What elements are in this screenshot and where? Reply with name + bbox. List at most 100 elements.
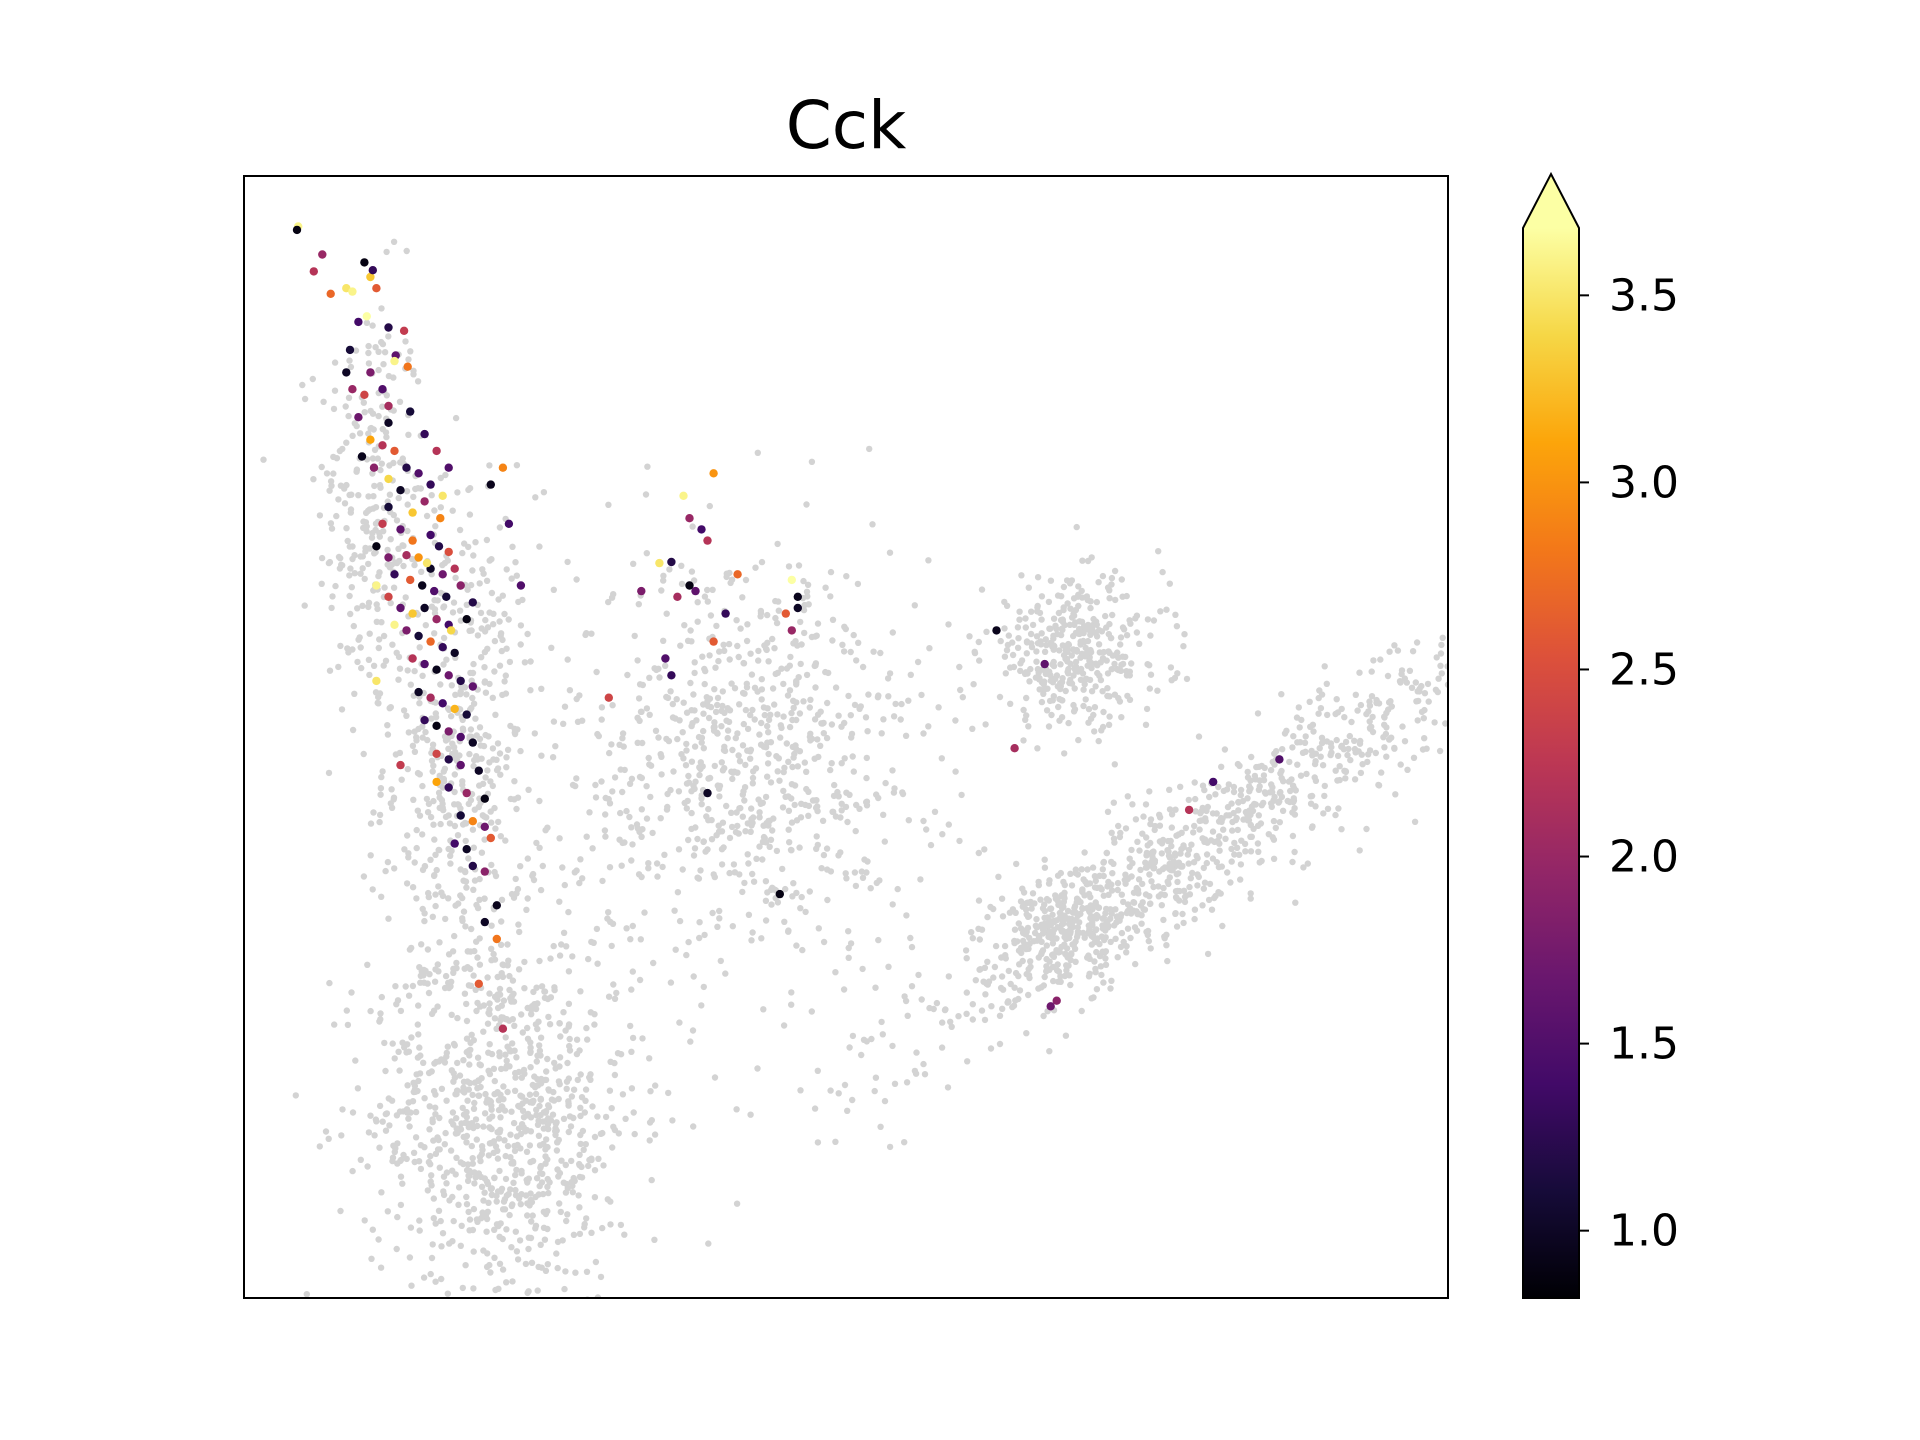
background-point bbox=[1002, 955, 1009, 962]
background-point bbox=[542, 1210, 550, 1218]
background-point bbox=[786, 839, 793, 846]
background-point bbox=[626, 813, 633, 821]
background-point bbox=[941, 1006, 949, 1014]
background-point bbox=[1076, 626, 1083, 633]
background-point bbox=[1404, 766, 1411, 773]
background-point bbox=[859, 663, 867, 671]
background-point bbox=[803, 768, 810, 775]
background-point bbox=[1021, 716, 1029, 723]
background-point bbox=[548, 644, 555, 651]
background-point bbox=[378, 305, 385, 312]
background-point bbox=[556, 1081, 563, 1088]
expression-point bbox=[362, 312, 371, 321]
background-point bbox=[1127, 934, 1134, 942]
background-point bbox=[352, 347, 360, 354]
background-point bbox=[472, 986, 479, 993]
background-point bbox=[661, 851, 668, 858]
background-point bbox=[563, 1085, 570, 1093]
background-point bbox=[718, 828, 726, 835]
background-point bbox=[1271, 793, 1278, 801]
background-point bbox=[1054, 872, 1062, 879]
background-point bbox=[605, 993, 613, 1000]
background-point bbox=[1206, 880, 1214, 888]
background-point bbox=[519, 1029, 526, 1036]
background-point bbox=[549, 1111, 557, 1118]
background-point bbox=[1123, 949, 1130, 956]
background-point bbox=[486, 680, 493, 688]
background-point bbox=[415, 1002, 422, 1009]
colorbar-tick-label: 3.0 bbox=[1609, 457, 1679, 508]
background-point bbox=[347, 363, 355, 371]
background-point bbox=[456, 1072, 464, 1079]
background-point bbox=[346, 357, 353, 364]
background-point bbox=[1413, 639, 1421, 646]
background-point bbox=[639, 1035, 646, 1042]
colorbar-tick-label: 2.0 bbox=[1609, 832, 1679, 883]
background-point bbox=[573, 1050, 581, 1058]
expression-point bbox=[360, 258, 369, 267]
background-point bbox=[822, 584, 829, 591]
background-point bbox=[530, 876, 538, 884]
background-point bbox=[1028, 608, 1035, 615]
background-point bbox=[609, 788, 616, 795]
background-point bbox=[525, 786, 532, 793]
background-point bbox=[1303, 770, 1310, 778]
background-point bbox=[484, 1020, 492, 1027]
background-point bbox=[506, 972, 513, 980]
expression-point bbox=[396, 525, 405, 534]
background-point bbox=[412, 1108, 420, 1116]
background-point bbox=[964, 1058, 971, 1065]
background-point bbox=[436, 1114, 443, 1122]
expression-point bbox=[446, 626, 456, 635]
background-point bbox=[1338, 743, 1345, 750]
background-point bbox=[807, 737, 814, 744]
background-point bbox=[676, 917, 684, 925]
background-point bbox=[1167, 866, 1175, 874]
background-point bbox=[771, 645, 778, 652]
background-point bbox=[447, 852, 454, 859]
background-point bbox=[569, 1189, 576, 1196]
background-point bbox=[1205, 896, 1213, 904]
background-point bbox=[627, 1022, 634, 1030]
background-point bbox=[611, 1071, 619, 1079]
background-point bbox=[490, 1149, 497, 1157]
expression-point bbox=[420, 429, 429, 439]
background-point bbox=[376, 811, 384, 819]
background-point bbox=[463, 1000, 470, 1008]
background-point bbox=[465, 486, 472, 494]
background-point bbox=[681, 799, 688, 807]
background-point bbox=[976, 936, 983, 943]
background-point bbox=[905, 697, 912, 704]
background-point bbox=[740, 788, 747, 795]
background-point bbox=[457, 892, 464, 899]
background-point bbox=[452, 1326, 458, 1332]
background-point bbox=[1094, 662, 1101, 669]
background-point bbox=[722, 970, 729, 977]
background-point bbox=[844, 818, 851, 826]
background-point bbox=[1435, 675, 1442, 682]
background-point bbox=[524, 1179, 531, 1186]
background-point bbox=[1143, 705, 1151, 713]
background-point bbox=[507, 1131, 514, 1138]
expression-point bbox=[456, 581, 465, 590]
background-point bbox=[1388, 703, 1396, 710]
background-point bbox=[466, 627, 473, 634]
background-point bbox=[858, 1051, 865, 1059]
background-point bbox=[1181, 893, 1189, 901]
background-point bbox=[435, 883, 442, 890]
background-point bbox=[1132, 816, 1140, 823]
background-point bbox=[431, 597, 438, 604]
background-point bbox=[1230, 788, 1238, 796]
colorbar-tick-label: 3.5 bbox=[1609, 270, 1679, 321]
background-point bbox=[1323, 680, 1331, 687]
background-point bbox=[748, 805, 755, 812]
background-point bbox=[1369, 728, 1377, 736]
background-point bbox=[996, 1012, 1004, 1019]
background-point bbox=[432, 902, 439, 910]
background-point bbox=[1100, 708, 1107, 716]
background-point bbox=[938, 1044, 946, 1051]
background-point bbox=[1354, 707, 1361, 714]
background-point bbox=[366, 671, 373, 679]
background-point bbox=[463, 1193, 470, 1201]
